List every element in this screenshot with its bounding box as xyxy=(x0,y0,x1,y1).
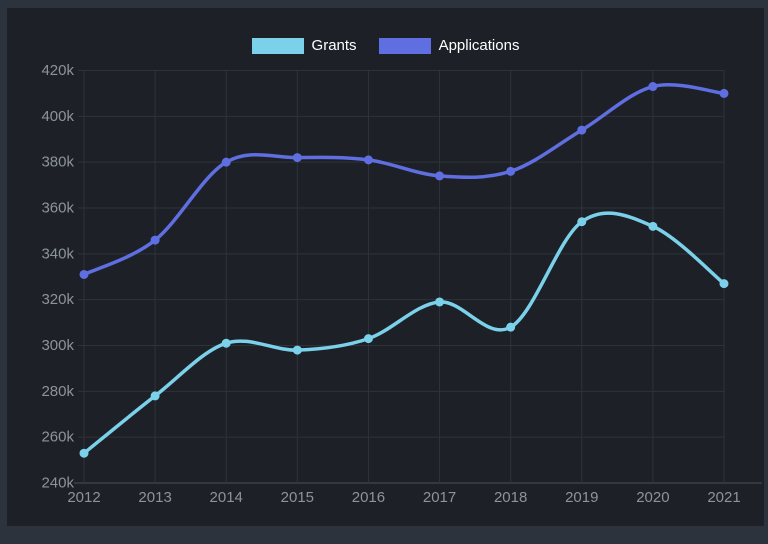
y-tick-label: 380k xyxy=(41,154,74,171)
y-tick-label: 340k xyxy=(41,245,74,262)
y-tick-label: 260k xyxy=(41,429,74,446)
y-tick-label: 360k xyxy=(41,200,74,217)
data-point-applications[interactable] xyxy=(79,269,89,279)
x-tick-label: 2012 xyxy=(67,489,100,506)
data-point-grants[interactable] xyxy=(292,345,302,355)
x-tick-label: 2017 xyxy=(423,489,456,506)
y-tick-label: 400k xyxy=(41,108,74,125)
x-tick-label: 2014 xyxy=(210,489,243,506)
data-point-grants[interactable] xyxy=(506,322,516,332)
x-tick-label: 2013 xyxy=(138,489,171,506)
data-point-applications[interactable] xyxy=(435,171,445,181)
data-point-applications[interactable] xyxy=(719,88,729,98)
x-tick-label: 2020 xyxy=(636,489,669,506)
data-point-grants[interactable] xyxy=(648,221,658,231)
data-point-applications[interactable] xyxy=(648,82,658,92)
data-point-applications[interactable] xyxy=(577,125,587,135)
data-point-applications[interactable] xyxy=(363,155,373,165)
legend-item-applications[interactable]: Applications xyxy=(378,37,520,54)
data-point-grants[interactable] xyxy=(79,448,89,458)
applications-legend-label: Applications xyxy=(438,37,520,54)
data-point-applications[interactable] xyxy=(292,153,302,163)
data-point-applications[interactable] xyxy=(221,157,231,167)
data-point-grants[interactable] xyxy=(363,334,373,344)
data-point-grants[interactable] xyxy=(435,297,445,307)
legend-item-grants[interactable]: Grants xyxy=(251,37,357,54)
x-tick-label: 2016 xyxy=(352,489,385,506)
grants-legend-label: Grants xyxy=(311,37,357,54)
x-tick-label: 2019 xyxy=(565,489,598,506)
data-point-grants[interactable] xyxy=(577,217,587,227)
chart-legend: Grants Applications xyxy=(7,38,764,54)
y-tick-label: 320k xyxy=(41,291,74,308)
series-line-grants[interactable] xyxy=(82,211,726,455)
data-point-applications[interactable] xyxy=(150,235,160,245)
y-tick-label: 420k xyxy=(41,62,74,79)
y-tick-label: 300k xyxy=(41,337,74,354)
data-point-grants[interactable] xyxy=(719,279,729,289)
x-tick-label: 2021 xyxy=(707,489,740,506)
data-point-grants[interactable] xyxy=(150,391,160,401)
applications-legend-swatch xyxy=(378,38,431,54)
x-tick-label: 2018 xyxy=(494,489,527,506)
grants-legend-swatch xyxy=(251,38,304,54)
data-point-grants[interactable] xyxy=(221,338,231,348)
y-tick-label: 280k xyxy=(41,383,74,400)
y-tick-label: 240k xyxy=(41,475,74,492)
series-line-applications[interactable] xyxy=(82,83,726,277)
x-tick-label: 2015 xyxy=(281,489,314,506)
data-point-applications[interactable] xyxy=(506,166,516,176)
